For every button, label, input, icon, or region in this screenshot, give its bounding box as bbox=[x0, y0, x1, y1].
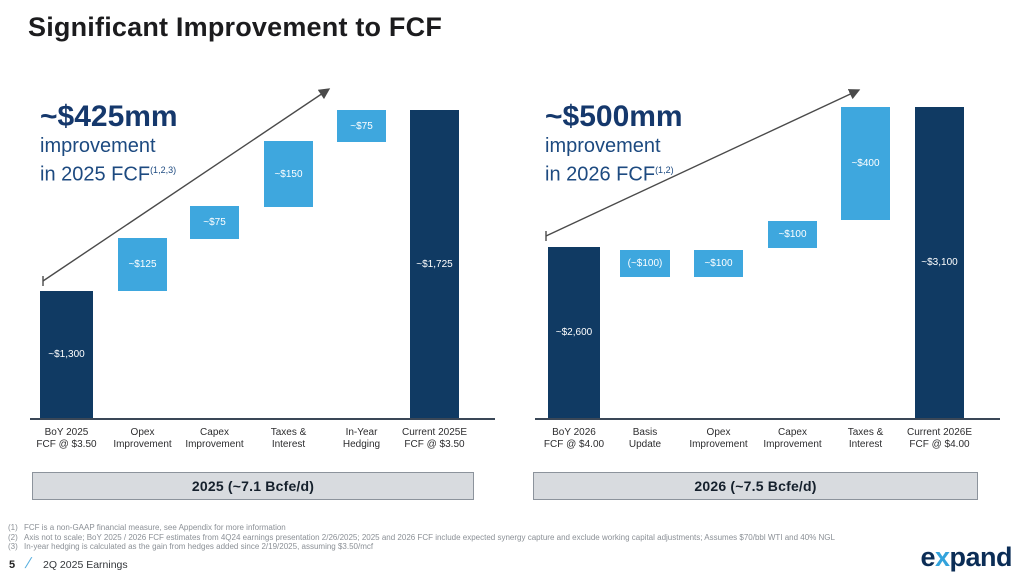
category-label: Basis Update bbox=[628, 427, 662, 450]
x-axis-line bbox=[535, 418, 1000, 420]
logo-text: pand bbox=[949, 542, 1013, 572]
category-label: Taxes & Interest bbox=[847, 427, 884, 450]
footer: 5 / 2Q 2025 Earnings bbox=[0, 554, 1024, 578]
category-label: Current 2026E FCF @ $4.00 bbox=[906, 427, 973, 450]
footer-label: 2Q 2025 Earnings bbox=[43, 559, 128, 571]
page-number: 5 bbox=[9, 559, 16, 571]
waterfall-bar: ~$1,300 bbox=[40, 291, 93, 418]
bar-value-label: ~$100 bbox=[778, 229, 807, 240]
bar-value-label: ~$75 bbox=[203, 217, 226, 228]
bar-value-label: ~$1,300 bbox=[48, 349, 85, 360]
category-label: BoY 2026 FCF @ $4.00 bbox=[543, 427, 605, 450]
logo-text: e bbox=[920, 542, 935, 572]
logo-x-mark: x bbox=[934, 542, 950, 572]
period-box-2026: 2026 (~7.5 Bcfe/d) bbox=[533, 472, 978, 500]
bar-value-label: ~$2,600 bbox=[555, 327, 593, 338]
bar-value-label: ~$1,725 bbox=[416, 258, 453, 270]
chart-headline-2026: ~$500mm improvement in 2026 FCF(1,2) bbox=[545, 100, 805, 187]
category-label: In-Year Hedging bbox=[342, 427, 381, 450]
bar-value-label: ~$150 bbox=[274, 168, 303, 180]
expand-logo: expand bbox=[920, 542, 1012, 573]
category-label: Taxes & Interest bbox=[270, 427, 307, 450]
period-box-2025: 2025 (~7.1 Bcfe/d) bbox=[32, 472, 474, 500]
category-label: Current 2025E FCF @ $3.50 bbox=[401, 427, 468, 450]
chart-headline-2025: ~$425mm improvement in 2025 FCF(1,2,3) bbox=[40, 100, 300, 187]
x-axis-line bbox=[30, 418, 495, 420]
category-label: BoY 2025 FCF @ $3.50 bbox=[36, 427, 97, 450]
headline-line: in 2025 FCF(1,2,3) bbox=[40, 163, 177, 186]
waterfall-bar: (~$100) bbox=[620, 250, 670, 277]
headline-line: in 2026 FCF(1,2) bbox=[545, 163, 674, 186]
footnote-superscript: (1,2) bbox=[655, 165, 674, 175]
waterfall-bar: ~$100 bbox=[768, 221, 817, 248]
bar-value-label: ~$75 bbox=[350, 120, 373, 132]
waterfall-bar: ~$125 bbox=[118, 238, 167, 291]
footnote: (1) FCF is a non-GAAP financial measure, … bbox=[8, 523, 286, 532]
waterfall-bar: ~$75 bbox=[337, 110, 386, 142]
waterfall-bar: ~$100 bbox=[694, 250, 743, 277]
bar-value-label: ~$100 bbox=[704, 258, 733, 269]
footnote: (2) Axis not to scale; BoY 2025 / 2026 FC… bbox=[8, 532, 835, 542]
slide-title: Significant Improvement to FCF bbox=[28, 12, 443, 42]
headline-value: ~$425mm bbox=[40, 100, 178, 133]
waterfall-bar: ~$3,100 bbox=[915, 107, 964, 418]
waterfall-bar: ~$150 bbox=[264, 141, 313, 207]
slash-icon: / bbox=[24, 555, 32, 572]
bar-value-label: ~$400 bbox=[851, 158, 880, 169]
footnotes: (1) FCF is a non-GAAP financial measure, … bbox=[8, 523, 1008, 552]
category-label: Capex Improvement bbox=[763, 427, 822, 450]
category-label: Opex Improvement bbox=[113, 427, 172, 450]
waterfall-bar: ~$75 bbox=[190, 206, 239, 239]
footnote: (3) In-year hedging is calculated as the … bbox=[8, 542, 374, 551]
bar-value-label: ~$125 bbox=[128, 259, 157, 270]
headline-line: improvement bbox=[545, 135, 661, 157]
headline-line: improvement bbox=[40, 135, 156, 157]
footnote-superscript: (1,2,3) bbox=[150, 165, 177, 175]
waterfall-bar: ~$400 bbox=[841, 107, 890, 220]
bar-value-label: ~$3,100 bbox=[921, 257, 958, 268]
waterfall-bar: ~$2,600 bbox=[548, 247, 600, 418]
waterfall-bar: ~$1,725 bbox=[410, 110, 459, 418]
period-box-label: 2026 (~7.5 Bcfe/d) bbox=[694, 478, 817, 494]
category-label: Opex Improvement bbox=[689, 427, 748, 450]
headline-value: ~$500mm bbox=[545, 100, 683, 133]
category-label: Capex Improvement bbox=[185, 427, 244, 450]
period-box-label: 2025 (~7.1 Bcfe/d) bbox=[191, 478, 315, 494]
bar-value-label: (~$100) bbox=[627, 258, 663, 269]
